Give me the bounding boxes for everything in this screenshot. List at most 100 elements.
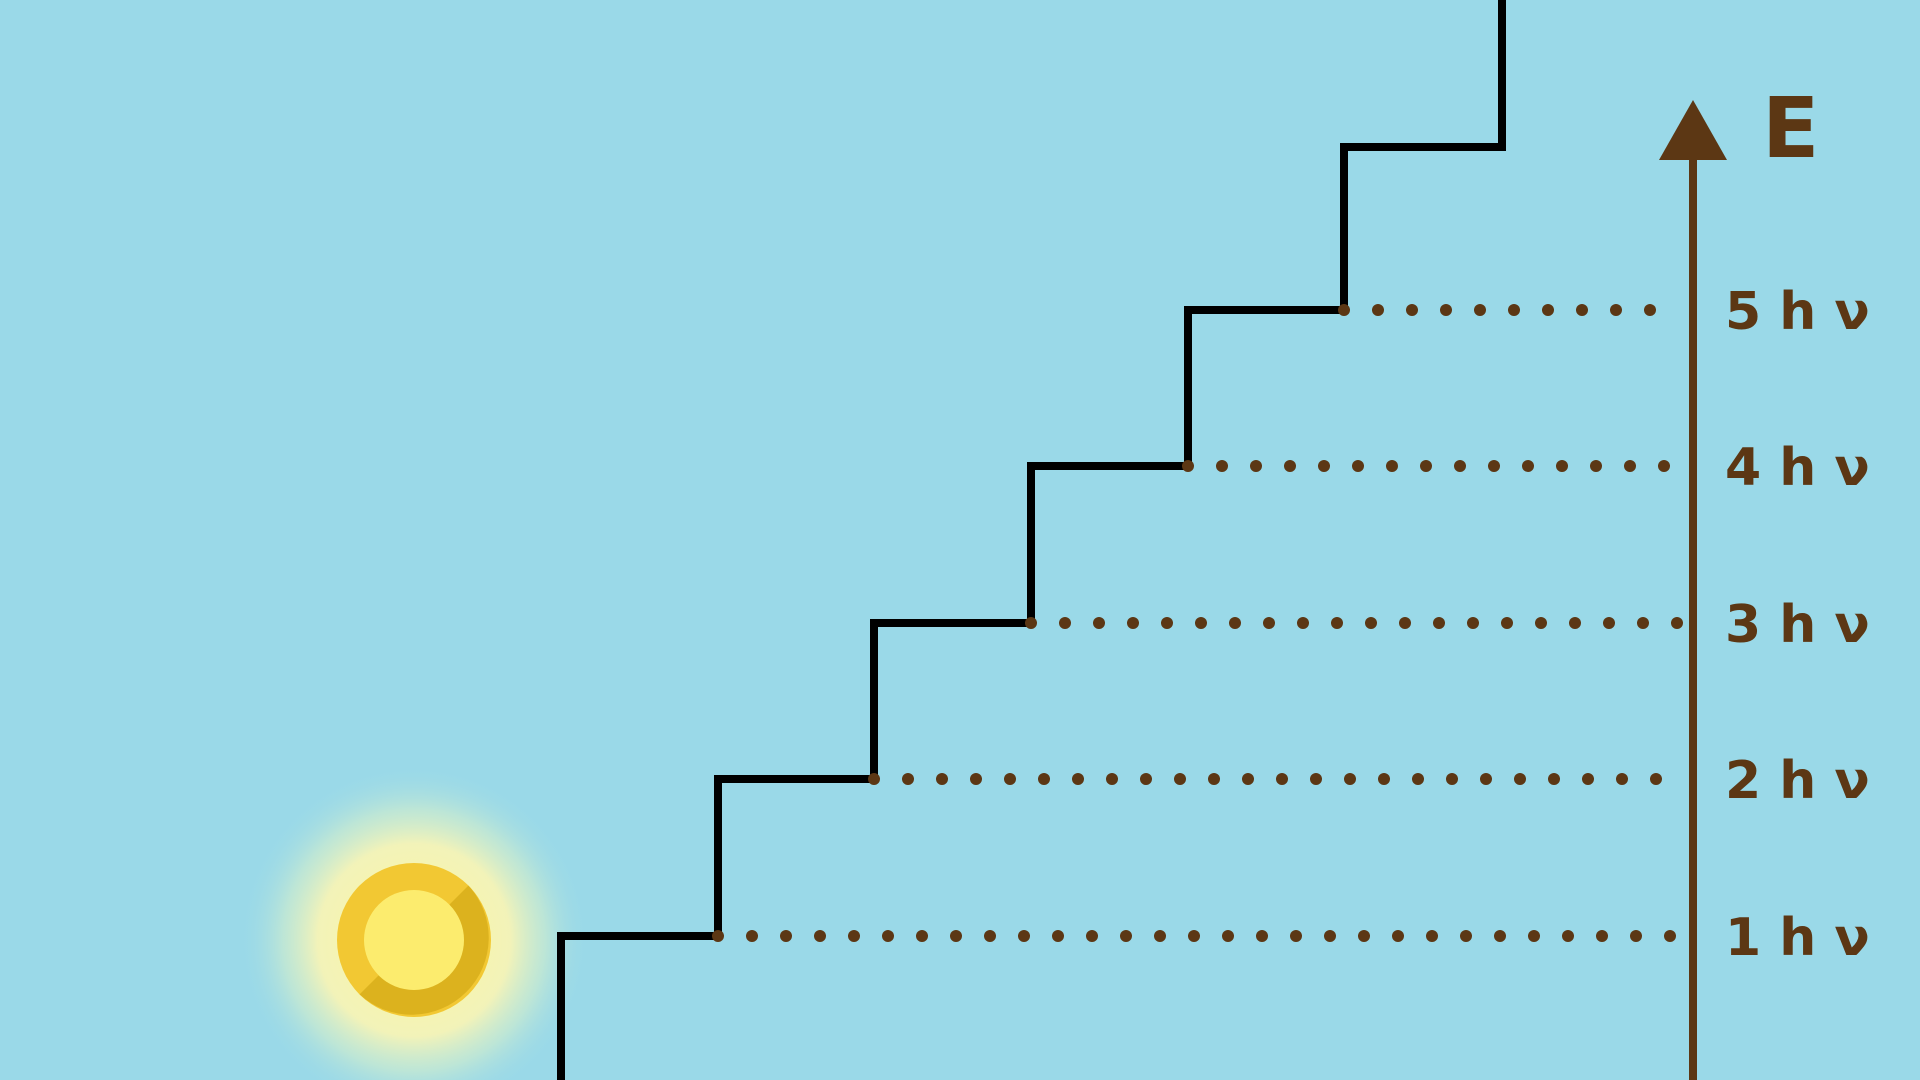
level-dot xyxy=(1378,773,1390,785)
level-dot xyxy=(1603,617,1615,629)
level-dot xyxy=(1025,617,1037,629)
level-dot xyxy=(1256,930,1268,942)
level-dot xyxy=(1242,773,1254,785)
level-dot xyxy=(1386,460,1398,472)
level-dot xyxy=(1072,773,1084,785)
energy-axis-label: E xyxy=(1762,79,1819,177)
level-2-dot-line xyxy=(868,773,1662,785)
level-4-dot-line xyxy=(1182,460,1670,472)
level-dot xyxy=(1182,460,1194,472)
level-dot xyxy=(1358,930,1370,942)
level-dot xyxy=(984,930,996,942)
level-dot xyxy=(970,773,982,785)
level-dot xyxy=(1467,617,1479,629)
level-dot xyxy=(1127,617,1139,629)
level-dot xyxy=(1038,773,1050,785)
level-dot xyxy=(1650,773,1662,785)
level-dot-lines xyxy=(712,304,1683,942)
level-dot xyxy=(1548,773,1560,785)
level-5-label: 5 h ν xyxy=(1725,282,1870,342)
level-dot xyxy=(1582,773,1594,785)
level-dot xyxy=(1344,773,1356,785)
level-dot xyxy=(950,930,962,942)
level-dot xyxy=(1250,460,1262,472)
level-dot xyxy=(1263,617,1275,629)
level-dot xyxy=(1501,617,1513,629)
level-dot xyxy=(1658,460,1670,472)
level-dot xyxy=(1018,930,1030,942)
level-dot xyxy=(1426,930,1438,942)
level-dot xyxy=(1562,930,1574,942)
level-dot xyxy=(1195,617,1207,629)
level-dot xyxy=(1480,773,1492,785)
level-dot xyxy=(1522,460,1534,472)
level-dot xyxy=(712,930,724,942)
level-dot xyxy=(1372,304,1384,316)
level-dot xyxy=(780,930,792,942)
level-dot xyxy=(1140,773,1152,785)
level-dot xyxy=(1514,773,1526,785)
level-dot xyxy=(1052,930,1064,942)
level-dot xyxy=(1154,930,1166,942)
level-dot xyxy=(1610,304,1622,316)
level-dot xyxy=(1528,930,1540,942)
level-dot xyxy=(1093,617,1105,629)
level-dot xyxy=(882,930,894,942)
level-dot xyxy=(1318,460,1330,472)
level-dot xyxy=(1059,617,1071,629)
level-dot xyxy=(1188,930,1200,942)
level-3-dot-line xyxy=(1025,617,1683,629)
level-dot xyxy=(1276,773,1288,785)
level-dot xyxy=(1412,773,1424,785)
level-dot xyxy=(1174,773,1186,785)
level-dot xyxy=(1535,617,1547,629)
level-1-dot-line xyxy=(712,930,1676,942)
level-dot xyxy=(1569,617,1581,629)
level-dot xyxy=(1644,304,1656,316)
level-dot xyxy=(1004,773,1016,785)
level-dot xyxy=(1290,930,1302,942)
level-dot xyxy=(1297,617,1309,629)
level-5-dot-line xyxy=(1338,304,1656,316)
level-dot xyxy=(746,930,758,942)
level-2-label: 2 h ν xyxy=(1725,751,1870,811)
level-dot xyxy=(1086,930,1098,942)
level-dot xyxy=(1331,617,1343,629)
level-1-label: 1 h ν xyxy=(1725,908,1870,968)
level-dot xyxy=(1284,460,1296,472)
level-dot xyxy=(868,773,880,785)
level-dot xyxy=(902,773,914,785)
level-dot xyxy=(1392,930,1404,942)
level-dot xyxy=(1446,773,1458,785)
staircase xyxy=(557,0,1506,1080)
level-dot xyxy=(1399,617,1411,629)
level-dot xyxy=(1440,304,1452,316)
level-dot xyxy=(1630,930,1642,942)
level-3-label: 3 h ν xyxy=(1725,595,1870,655)
level-dot xyxy=(1488,460,1500,472)
level-dot xyxy=(1365,617,1377,629)
level-dot xyxy=(1229,617,1241,629)
level-dot xyxy=(1474,304,1486,316)
level-dot xyxy=(1596,930,1608,942)
ball-inner xyxy=(364,890,464,990)
level-dot xyxy=(1324,930,1336,942)
energy-axis: E xyxy=(1659,79,1819,1080)
level-dot xyxy=(1420,460,1432,472)
level-labels: 1 h ν 2 h ν 3 h ν 4 h ν 5 h ν xyxy=(1725,282,1870,968)
level-dot xyxy=(1338,304,1350,316)
level-dot xyxy=(1616,773,1628,785)
level-dot xyxy=(1556,460,1568,472)
level-dot xyxy=(848,930,860,942)
level-dot xyxy=(1671,617,1683,629)
level-dot xyxy=(1222,930,1234,942)
level-dot xyxy=(1106,773,1118,785)
level-dot xyxy=(916,930,928,942)
level-dot xyxy=(814,930,826,942)
level-dot xyxy=(1208,773,1220,785)
level-dot xyxy=(1576,304,1588,316)
level-dot xyxy=(1310,773,1322,785)
level-dot xyxy=(1494,930,1506,942)
level-dot xyxy=(1664,930,1676,942)
level-dot xyxy=(936,773,948,785)
